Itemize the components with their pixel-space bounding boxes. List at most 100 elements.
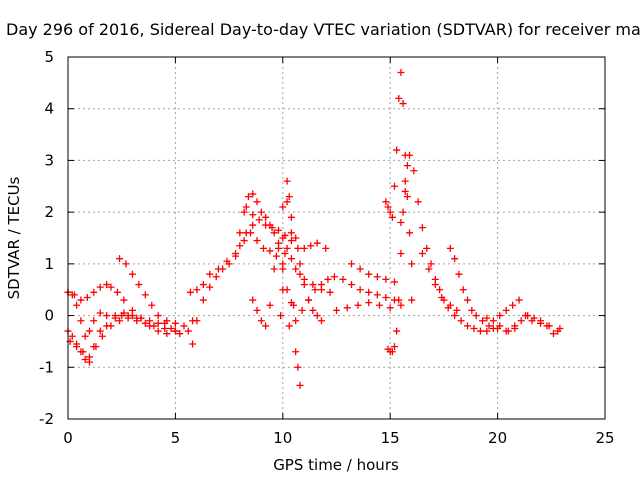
data-point [111,312,119,320]
data-point [141,319,149,327]
data-point [240,208,248,216]
x-tick-label: 20 [488,429,507,447]
y-tick-label: 5 [44,48,54,66]
data-point [431,281,439,289]
series-track-q [382,69,416,268]
y-axis-label: SDTVAR / TECUs [5,176,23,299]
data-point [287,213,295,221]
data-point [292,234,300,242]
data-point [373,291,381,299]
data-point [184,327,192,335]
data-point [193,286,201,294]
data-point [515,296,523,304]
data-point [356,265,364,273]
data-point [257,208,265,216]
data-point [472,312,480,320]
data-point [307,242,315,250]
data-point [171,319,179,327]
y-tick-label: 4 [44,100,54,118]
data-point [451,312,459,320]
data-point [543,322,551,330]
y-tick-label: -1 [39,358,54,376]
data-point [107,322,115,330]
series-track-p [384,162,411,356]
data-point [279,234,287,242]
data-point [390,278,398,286]
data-point [122,260,130,268]
data-point [161,319,169,327]
data-point [253,198,261,206]
data-point [468,306,476,314]
data-point [504,327,512,335]
data-point [249,221,257,229]
data-point [343,304,351,312]
data-point [397,250,405,258]
data-point [483,314,491,322]
data-point [298,306,306,314]
data-point [163,330,171,338]
data-point [300,244,308,252]
data-point [128,270,136,278]
data-point [98,332,106,340]
data-point [496,312,504,320]
data-point [244,193,252,201]
data-point [85,353,93,361]
data-point [470,325,478,332]
y-tick-label: -2 [39,410,54,428]
data-point [135,281,143,289]
data-point [348,281,356,289]
data-point [96,327,104,335]
data-point [549,330,557,338]
data-point [236,229,244,237]
data-point [425,265,433,273]
x-axis-label: GPS time / hours [273,456,399,474]
data-point [365,299,373,307]
data-point [77,296,85,304]
x-tick-label: 25 [595,429,614,447]
series-track-v [504,312,564,338]
data-point [382,198,390,206]
data-point [483,327,491,335]
data-point [77,317,85,325]
data-point [494,325,502,332]
data-point [388,348,396,356]
data-point [287,229,295,237]
data-point [305,296,313,304]
data-point [232,250,240,258]
x-tick-label: 15 [381,429,400,447]
data-point [212,273,220,281]
data-point [292,348,300,356]
series-track-a [64,288,197,340]
data-point [167,325,175,332]
data-point [283,177,291,185]
data-point [438,293,446,301]
data-point [517,317,525,325]
data-point [530,314,538,322]
data-point [81,332,89,340]
data-point [296,260,304,268]
data-point [457,317,465,325]
data-point [249,296,257,304]
data-point [311,286,319,294]
data-points [64,69,564,389]
data-point [446,244,454,252]
data-point [240,237,248,245]
data-point [292,265,300,273]
data-point [206,270,214,278]
series-track-g [186,229,287,296]
data-point [148,301,156,309]
data-point [455,270,463,278]
data-point [189,340,197,348]
data-point [464,322,472,330]
x-tick-label: 10 [273,429,292,447]
series-track-l [279,198,325,325]
data-point [395,296,403,304]
data-point [279,286,287,294]
data-point [249,211,257,219]
data-point [464,296,472,304]
data-point [375,301,383,309]
data-point [322,244,330,252]
data-point [113,288,121,296]
data-point [354,301,362,309]
data-point [408,296,416,304]
